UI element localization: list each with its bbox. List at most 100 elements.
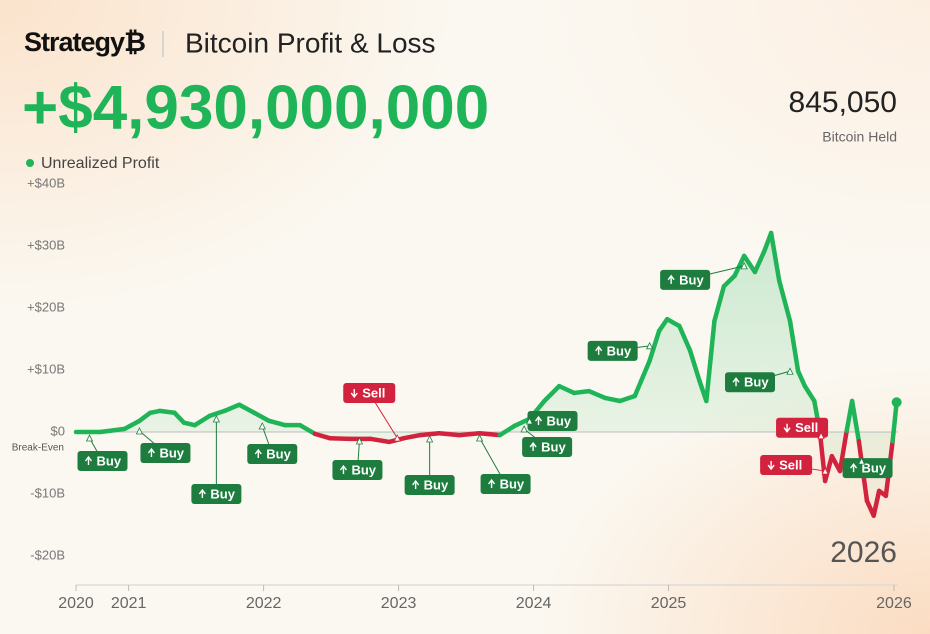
line-segment [656, 316, 670, 334]
annotation-box [140, 443, 191, 464]
line-segment [512, 416, 532, 429]
annotation-arrow [147, 447, 155, 458]
line-segment [556, 383, 577, 396]
annotation-label: Buy [679, 272, 704, 287]
watermark: 2026 [830, 536, 897, 569]
line-segment [795, 368, 808, 389]
line-segment [871, 488, 882, 518]
line-segment [704, 318, 717, 404]
annotation-label: Buy [744, 375, 769, 390]
annotation-marker [85, 434, 94, 442]
headline-value: +$4,930,000,000 [22, 73, 489, 142]
line-segment [192, 413, 212, 428]
line-segment [664, 316, 682, 329]
annotation-label: Buy [547, 413, 572, 428]
annotation-marker [425, 435, 434, 443]
line-segment [497, 423, 517, 438]
annotation: Buy [525, 411, 578, 432]
annotation-marker [821, 467, 829, 475]
annotation-box [480, 474, 531, 495]
annotation-marker [258, 422, 266, 430]
annotation-label: Buy [541, 439, 566, 454]
line-segment [327, 435, 353, 442]
line-segment [297, 422, 318, 437]
line-segment [122, 418, 142, 432]
line-segment [687, 348, 702, 384]
annotation-label: Buy [266, 446, 291, 461]
y-tick-label: $0 [51, 423, 65, 438]
line-segment [632, 358, 652, 399]
annotation-arrow [783, 423, 791, 433]
annotation-marker [135, 427, 144, 435]
line-segment [712, 284, 727, 324]
annotation-box [527, 411, 578, 432]
line-segment [457, 430, 482, 438]
annotation: Buy [475, 434, 531, 495]
annotation: Buy [191, 415, 242, 504]
end-point [891, 397, 902, 408]
annotation-arrow [667, 274, 675, 284]
annotation: Buy [404, 435, 455, 496]
line-segment [417, 430, 442, 438]
line-segment [732, 253, 747, 279]
line-segment [617, 393, 638, 404]
annotation-arrow [529, 441, 537, 452]
line-segment [849, 398, 862, 444]
annotation: Sell [776, 417, 829, 440]
x-tick-label: 2024 [516, 595, 552, 612]
annotation: Buy [587, 340, 654, 361]
line-segment [98, 426, 127, 435]
annotation-marker [817, 431, 825, 440]
annotation-label: Buy [862, 461, 887, 476]
annotation: Sell [760, 455, 829, 476]
y-tick-label: -$10B [30, 485, 65, 500]
zero-label: Break-Even [12, 443, 64, 454]
annotation-marker [355, 437, 364, 445]
annotation-label: Buy [351, 462, 376, 477]
annotation-marker [475, 434, 484, 442]
line-segment [787, 318, 801, 374]
line-segment [266, 418, 288, 428]
annotation-arrow [732, 377, 740, 387]
annotation-arrow [254, 448, 262, 458]
line-segment [251, 410, 272, 424]
annotation-arrow [595, 345, 603, 355]
annotation-arrow [339, 464, 348, 474]
line-segment [768, 230, 782, 283]
annotation-box [247, 443, 298, 464]
y-tick-label: +$20B [27, 299, 65, 314]
line-segment [837, 428, 849, 474]
x-tick-label: 2026 [876, 595, 912, 612]
annotation-box [760, 455, 813, 476]
line-segment [157, 408, 177, 416]
annotation-label: Buy [500, 476, 525, 491]
annotation-box [404, 475, 455, 496]
annotation: Buy [660, 261, 748, 290]
annotation-box [191, 483, 242, 504]
y-tick-label: +$40B [27, 175, 65, 190]
annotation: Buy [842, 457, 893, 479]
annotation-marker [212, 415, 221, 423]
annotation-box [522, 437, 573, 458]
annotation-box [725, 372, 776, 393]
line-segment [721, 273, 737, 289]
line-segment [677, 323, 693, 354]
annotation-box [776, 417, 829, 438]
x-tick-label: 2020 [58, 595, 94, 612]
line-segment [776, 278, 793, 324]
annotation-label: Sell [779, 457, 802, 472]
legend-label: Unrealized Profit [41, 155, 160, 172]
annotation-box [660, 269, 711, 290]
annotation-marker [393, 434, 401, 442]
line-segment [647, 328, 662, 363]
annotation: Buy [247, 422, 298, 464]
y-tick-label: -$20B [30, 547, 65, 562]
annotation-arrow [849, 462, 858, 473]
annotation-arrow [534, 415, 543, 426]
y-tick-label: +$10B [27, 361, 65, 376]
line-segment [172, 410, 187, 425]
annotation-marker [520, 425, 528, 433]
line-segment [802, 383, 817, 404]
annotation: Buy [725, 367, 794, 393]
